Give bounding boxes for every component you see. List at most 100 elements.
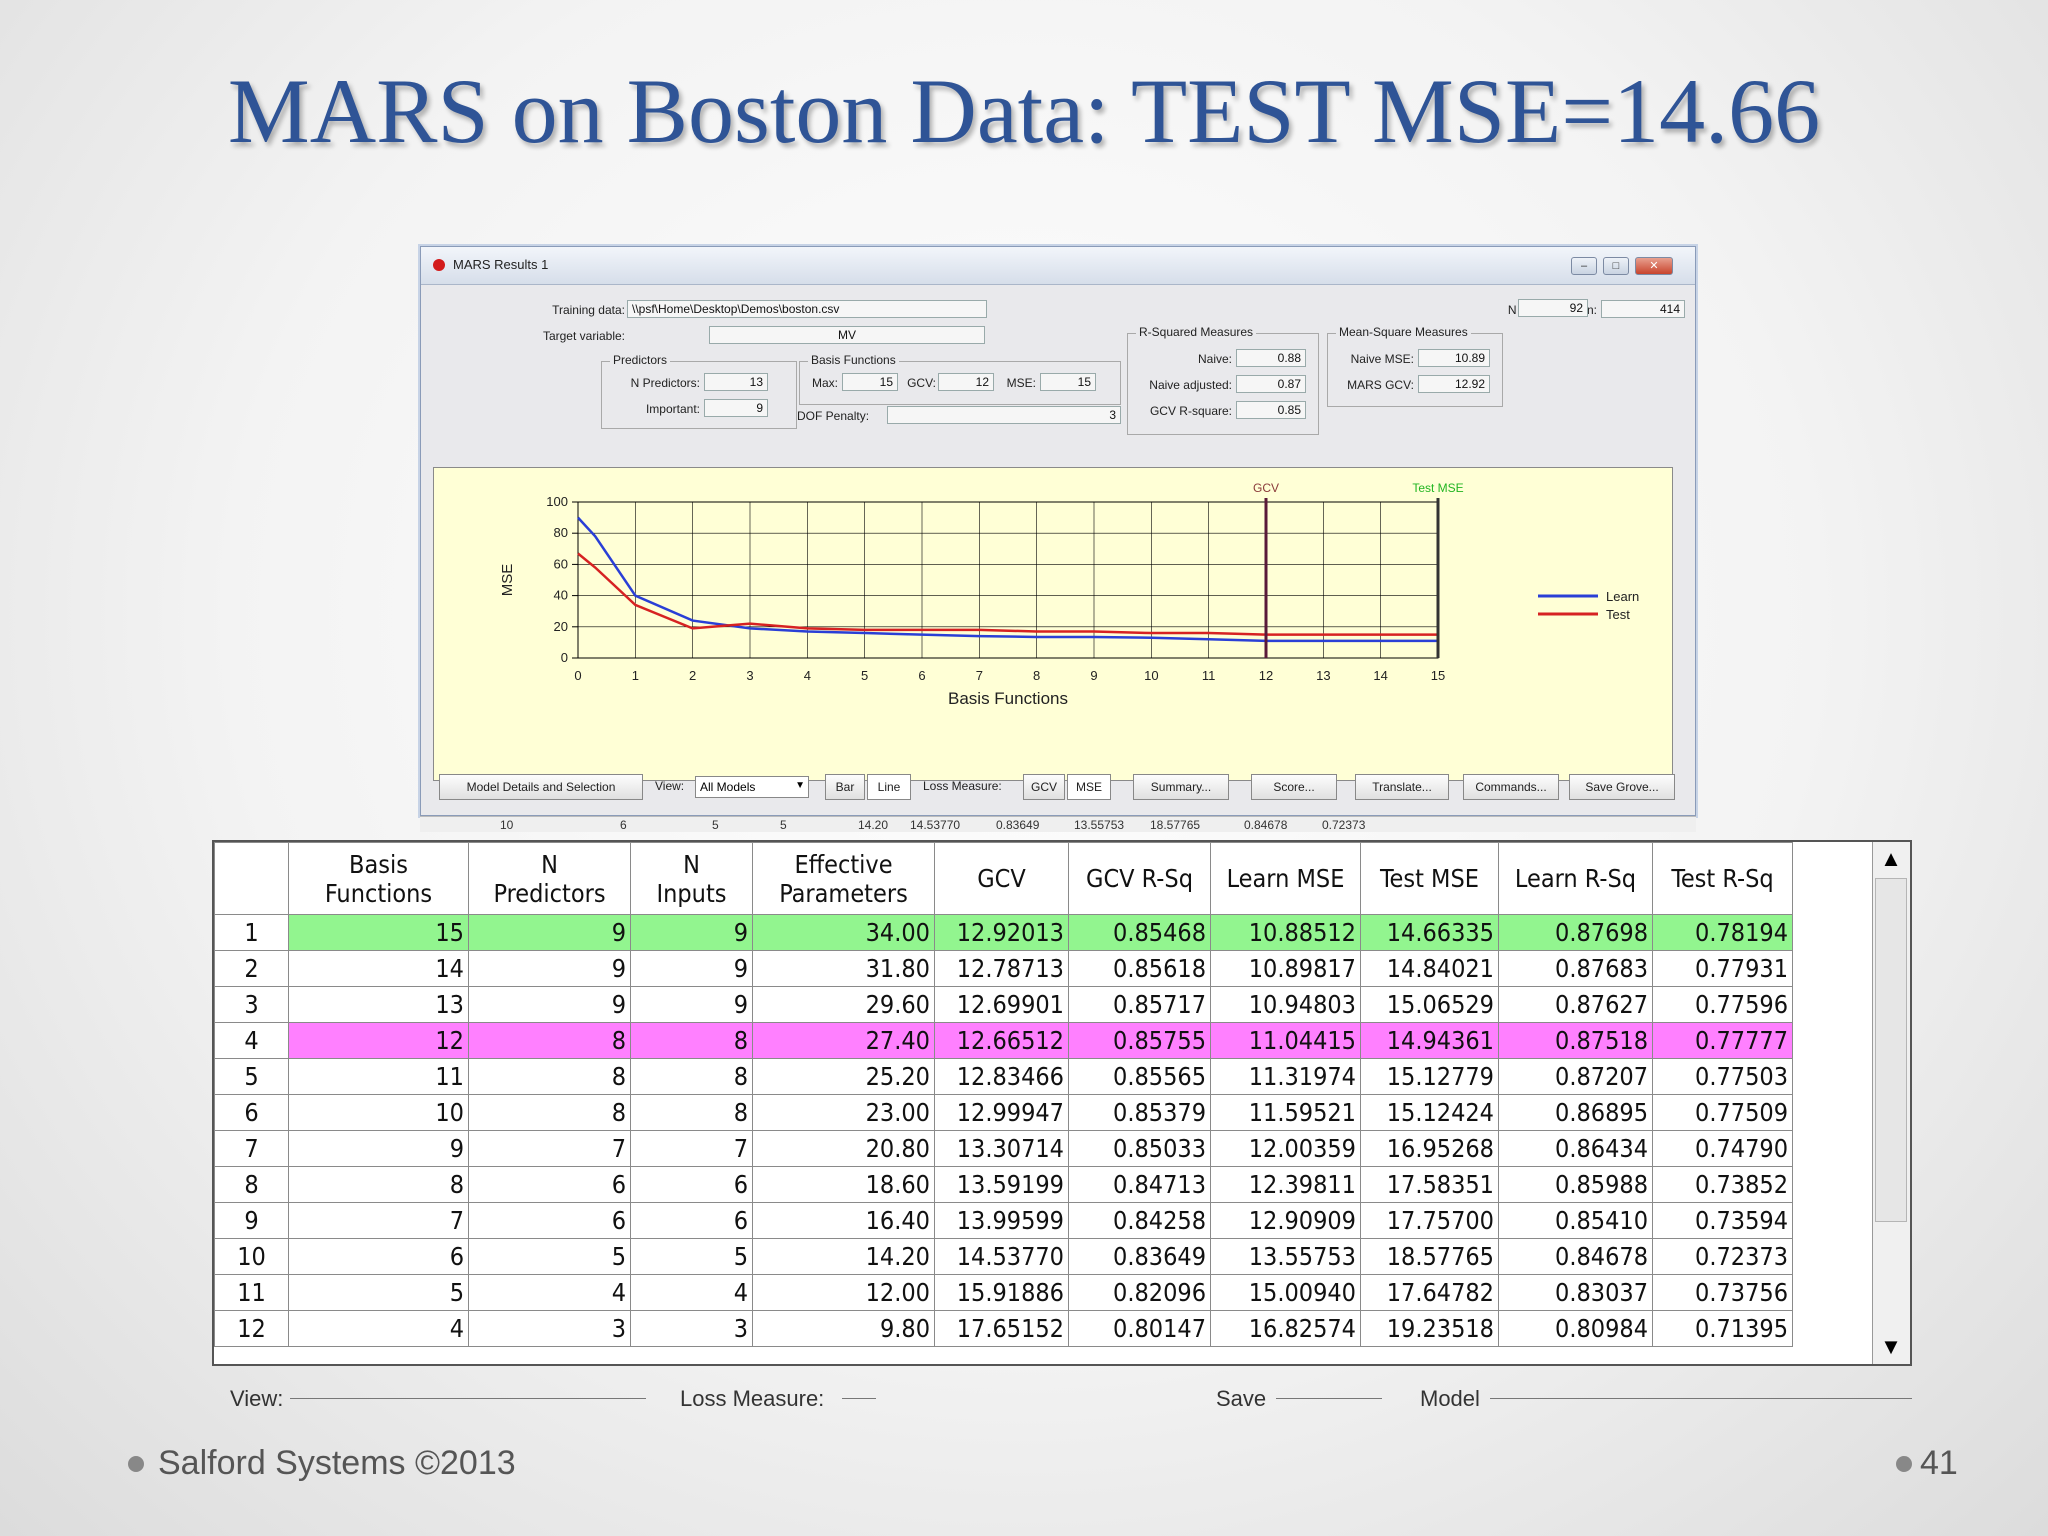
column-header[interactable]: GCV <box>934 842 1069 915</box>
table-cell: 10 <box>288 1094 469 1131</box>
max-field: 15 <box>842 373 898 391</box>
table-row[interactable]: 5 11 8 8 25.20 12.83466 0.85565 11.31974 15.1277… <box>214 1058 1793 1095</box>
model-details-button[interactable]: Model Details and Selection <box>439 774 643 800</box>
row-number[interactable]: 9 <box>214 1202 289 1239</box>
important-label: Important: <box>645 402 700 416</box>
table-cell: 16.40 <box>752 1202 935 1239</box>
table-row[interactable]: 12 4 3 3 9.80 17.65152 0.80147 16.82574 19.23518… <box>214 1310 1793 1347</box>
table-row[interactable]: 8 8 6 6 18.60 13.59199 0.84713 12.39811 17.58351… <box>214 1166 1793 1203</box>
table-row[interactable]: 10 6 5 5 14.20 14.53770 0.83649 13.55753 18.5776… <box>214 1238 1793 1275</box>
row-number[interactable]: 3 <box>214 986 289 1023</box>
table-cell: 0.85033 <box>1068 1130 1211 1167</box>
bar-button[interactable]: Bar <box>825 774 865 800</box>
table-cell: 0.85618 <box>1068 950 1211 987</box>
table-cell: 9 <box>468 950 631 987</box>
table-cell: 14.94361 <box>1360 1022 1499 1059</box>
row-number[interactable]: 7 <box>214 1130 289 1167</box>
table-cell: 5 <box>630 1238 753 1275</box>
x-tick-label: 3 <box>746 668 753 683</box>
table-row[interactable]: 1 15 9 9 34.00 12.92013 0.85468 10.88512 14.6633… <box>214 914 1793 951</box>
column-header[interactable]: Test R-Sq <box>1652 842 1793 915</box>
summary-button[interactable]: Summary... <box>1133 774 1229 800</box>
column-header[interactable]: Basis Functions <box>288 842 469 915</box>
row-number[interactable]: 5 <box>214 1058 289 1095</box>
table-cell: 12 <box>288 1022 469 1059</box>
row-number[interactable]: 1 <box>214 914 289 951</box>
score-button[interactable]: Score... <box>1251 774 1337 800</box>
peek-cell: 14.20 <box>858 818 889 832</box>
row-number[interactable]: 8 <box>214 1166 289 1203</box>
column-header[interactable]: Effective Parameters <box>752 842 935 915</box>
column-header[interactable]: Test MSE <box>1360 842 1499 915</box>
column-header[interactable]: N Inputs <box>630 842 753 915</box>
window-toolbar: Model Details and Selection View: All Mo… <box>433 762 1679 802</box>
scroll-down-icon[interactable]: ▼ <box>1880 1334 1902 1359</box>
divider <box>842 1398 876 1399</box>
x-axis-label: Basis Functions <box>948 689 1068 708</box>
table-row[interactable]: 3 13 9 9 29.60 12.69901 0.85717 10.94803 15.0652… <box>214 986 1793 1023</box>
dof-penalty-label: DOF Penalty: <box>797 409 870 423</box>
mse-button[interactable]: MSE <box>1067 774 1111 800</box>
table-scrollbar[interactable]: ▲ ▼ <box>1872 842 1910 1364</box>
save-grove-button[interactable]: Save Grove... <box>1569 774 1675 800</box>
table-cell: 13.55753 <box>1210 1238 1361 1275</box>
table-header-row: Basis Functions N Predictors N Inputs Effec… <box>214 842 1793 915</box>
translate-button[interactable]: Translate... <box>1355 774 1449 800</box>
table-cell: 0.77503 <box>1652 1058 1793 1095</box>
table-cell: 18.60 <box>752 1166 935 1203</box>
table-cell: 0.87683 <box>1498 950 1653 987</box>
table-row[interactable]: 11 5 4 4 12.00 15.91886 0.82096 15.00940 17.6478… <box>214 1274 1793 1311</box>
scroll-up-icon[interactable]: ▲ <box>1880 846 1902 871</box>
table-cell: 0.87207 <box>1498 1058 1653 1095</box>
scrollbar-thumb[interactable] <box>1875 878 1907 1222</box>
column-header[interactable]: GCV R-Sq <box>1068 842 1211 915</box>
minimize-icon[interactable]: – <box>1571 257 1597 275</box>
view-select[interactable]: All Models ▼ <box>695 776 809 798</box>
commands-button[interactable]: Commands... <box>1463 774 1559 800</box>
column-header[interactable]: N Predictors <box>468 842 631 915</box>
table-row[interactable]: 9 7 6 6 16.40 13.99599 0.84258 12.90909 17.75700… <box>214 1202 1793 1239</box>
table-cell: 4 <box>630 1274 753 1311</box>
peek-cell: 0.84678 <box>1244 818 1288 832</box>
table-cell: 18.57765 <box>1360 1238 1499 1275</box>
table-cell: 9 <box>468 914 631 951</box>
table-cell: 0.84678 <box>1498 1238 1653 1275</box>
table-cell: 23.00 <box>752 1094 935 1131</box>
naive-label: Naive: <box>1197 352 1232 366</box>
gcv-r-square-label: GCV R-square: <box>1149 404 1232 418</box>
row-number[interactable]: 10 <box>214 1238 289 1275</box>
row-number[interactable]: 6 <box>214 1094 289 1131</box>
column-header[interactable]: Learn R-Sq <box>1498 842 1653 915</box>
table-cell: 0.85410 <box>1498 1202 1653 1239</box>
basis-functions-group: Basis Functions Max: 15 GCV: 12 MSE: 15 <box>799 353 1121 405</box>
maximize-icon[interactable]: □ <box>1603 257 1629 275</box>
table-cell: 13.30714 <box>934 1130 1069 1167</box>
table-cell: 0.87518 <box>1498 1022 1653 1059</box>
close-icon[interactable]: ✕ <box>1635 257 1673 275</box>
gcv-button[interactable]: GCV <box>1023 774 1065 800</box>
table-row[interactable]: 6 10 8 8 23.00 12.99947 0.85379 11.59521 15.1242… <box>214 1094 1793 1131</box>
table-cell: 9 <box>630 950 753 987</box>
partial-table-row: 10 6 5 5 14.20 14.53770 0.83649 13.55753… <box>420 816 1696 832</box>
table-row[interactable]: 4 12 8 8 27.40 12.66512 0.85755 11.04415 14.9436… <box>214 1022 1793 1059</box>
table-cell: 0.77509 <box>1652 1094 1793 1131</box>
basis-functions-group-title: Basis Functions <box>808 353 899 367</box>
line-button[interactable]: Line <box>867 774 911 800</box>
row-number[interactable]: 12 <box>214 1310 289 1347</box>
gcv-r-square-field: 0.85 <box>1236 401 1306 419</box>
table-row[interactable]: 7 9 7 7 20.80 13.30714 0.85033 12.00359 16.95268… <box>214 1130 1793 1167</box>
window-title: MARS Results 1 <box>453 257 549 272</box>
table-cell: 0.73756 <box>1652 1274 1793 1311</box>
row-number[interactable]: 11 <box>214 1274 289 1311</box>
legend-label: Test <box>1606 607 1630 622</box>
x-tick-label: 2 <box>689 668 696 683</box>
view-select-value: All Models <box>700 780 756 794</box>
peek-cell: 18.57765 <box>1150 818 1201 832</box>
column-header[interactable]: Learn MSE <box>1210 842 1361 915</box>
table-row[interactable]: 2 14 9 9 31.80 12.78713 0.85618 10.89817 14.8402… <box>214 950 1793 987</box>
row-number[interactable]: 4 <box>214 1022 289 1059</box>
naive-mse-label: Naive MSE: <box>1350 352 1414 366</box>
row-number[interactable]: 2 <box>214 950 289 987</box>
table-cell: 11 <box>288 1058 469 1095</box>
table-cell: 0.83649 <box>1068 1238 1211 1275</box>
